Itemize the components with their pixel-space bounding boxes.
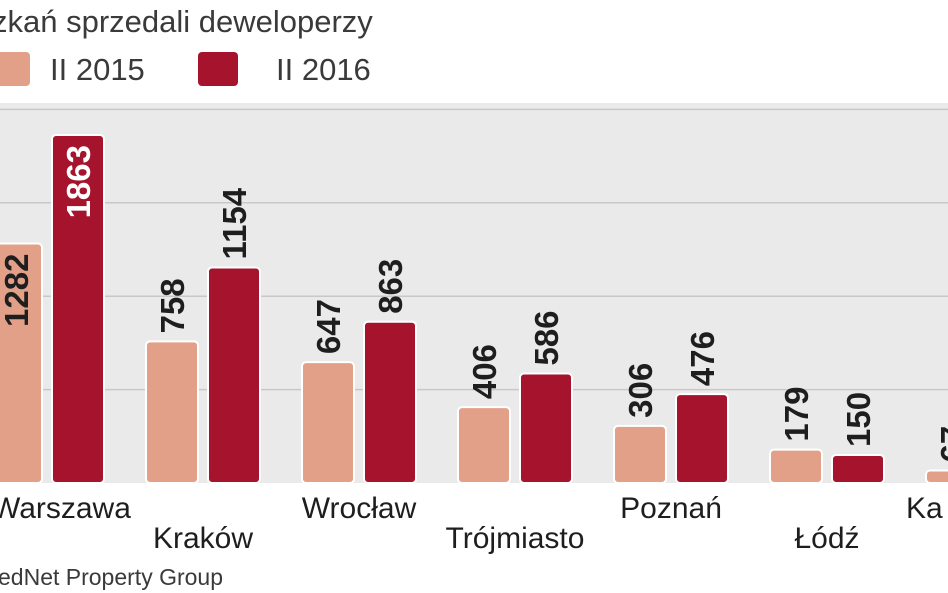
bar-ii-2016-3 [519,372,573,484]
source-note: edNet Property Group [0,564,223,590]
value-label-ii-2015-6: 67 [934,426,948,463]
value-labels: 1282 758 647 406 306 179 67 1863 1154 863 586 476 15… [0,145,948,462]
bar-ii-2015-6 [925,469,948,484]
bar-ii-2015-5 [769,448,823,484]
bar-ii-2015-2 [301,361,355,484]
legend-label-ii-2015: II 2015 [50,52,145,87]
bar-ii-2016-4 [675,393,729,485]
value-label-ii-2016-4: 476 [684,331,721,386]
legend-label-ii-2016: II 2016 [276,52,371,87]
bar-ii-2015-1 [145,340,199,485]
legend: II 2015 II 2016 [0,52,371,87]
value-label-ii-2015-3: 406 [466,344,503,399]
category-labels: Warszawa Kraków Wrocław Trójmiasto Poznań Łód… [0,492,943,555]
category-label-3: Trójmiasto [446,522,585,555]
bar-ii-2016-0 [51,134,105,484]
category-label-2: Wrocław [302,492,417,525]
value-label-ii-2016-1: 1154 [216,187,253,259]
value-label-ii-2016-2: 863 [372,259,409,314]
category-label-6: Ka [906,492,943,525]
category-label-1: Kraków [153,522,253,555]
bar-ii-2015-3 [457,406,511,485]
category-label-5: Łódź [794,522,859,555]
value-label-ii-2016-5: 150 [840,392,877,447]
chart-title: zkań sprzedali deweloperzy [0,4,373,39]
category-label-4: Poznań [620,492,722,525]
bar-ii-2015-0 [0,242,43,484]
bar-ii-2015-4 [613,424,667,484]
bar-ii-2016-5 [831,453,885,485]
bar-ii-2016-2 [363,320,417,485]
value-label-ii-2016-0: 1863 [60,145,97,218]
value-label-ii-2015-1: 758 [154,278,191,333]
legend-swatch-ii-2015 [0,52,30,86]
legend-swatch-ii-2016 [198,52,238,86]
category-label-0: Warszawa [0,492,131,525]
value-label-ii-2015-5: 179 [778,387,815,442]
value-label-ii-2015-0: 1282 [0,254,35,327]
value-label-ii-2016-3: 586 [528,310,565,365]
bars [0,134,948,485]
value-label-ii-2015-2: 647 [310,299,347,354]
value-label-ii-2015-4: 306 [622,363,659,418]
bar-ii-2016-1 [207,266,261,484]
